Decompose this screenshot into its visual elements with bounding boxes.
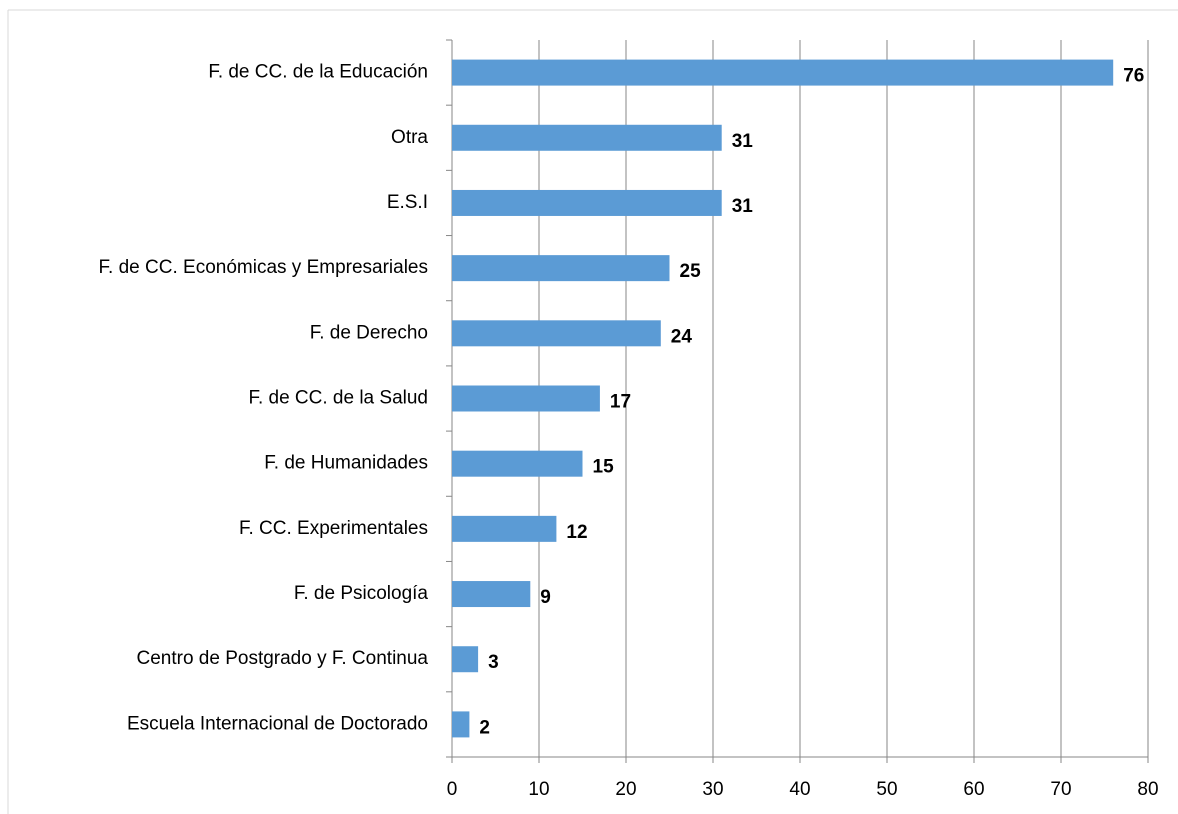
- bar: [452, 124, 722, 151]
- y-tick-label: F. de Derecho: [310, 322, 428, 343]
- y-tick-label: F. de CC. de la Salud: [248, 388, 428, 409]
- bar: [452, 515, 557, 542]
- bar: [452, 255, 670, 282]
- bar: [452, 646, 479, 673]
- y-tick-label: Centro de Postgrado y F. Continua: [136, 648, 428, 669]
- y-tick-label: E.S.I: [387, 192, 428, 213]
- value-label: 12: [566, 522, 587, 543]
- y-tick-label: Escuela Internacional de Doctorado: [127, 713, 428, 734]
- bar: [452, 189, 722, 216]
- value-label: 15: [593, 457, 615, 478]
- value-label: 31: [732, 131, 754, 152]
- x-tick-label: 0: [447, 779, 458, 800]
- y-tick-label: F. de CC. de la Educación: [208, 62, 428, 83]
- x-tick-label: 30: [702, 779, 723, 800]
- bar: [452, 450, 583, 477]
- bar: [452, 320, 661, 347]
- value-label: 76: [1123, 66, 1144, 87]
- value-label: 25: [680, 261, 702, 282]
- bar: [452, 711, 470, 738]
- value-label: 2: [479, 717, 490, 738]
- value-label: 31: [732, 196, 754, 217]
- y-tick-label: F. de Psicología: [294, 583, 429, 604]
- x-tick-label: 50: [876, 779, 897, 800]
- y-tick-label: F. de CC. Económicas y Empresariales: [99, 257, 428, 278]
- y-tick-label: F. CC. Experimentales: [239, 518, 428, 539]
- x-tick-label: 70: [1050, 779, 1071, 800]
- x-tick-label: 20: [615, 779, 636, 800]
- y-tick-label: Otra: [391, 127, 428, 148]
- bar: [452, 581, 531, 608]
- bar: [452, 59, 1114, 86]
- x-tick-label: 10: [528, 779, 549, 800]
- x-tick-label: 80: [1137, 779, 1158, 800]
- value-label: 3: [488, 652, 499, 673]
- value-label: 9: [540, 587, 551, 608]
- x-tick-label: 60: [963, 779, 984, 800]
- x-tick-label: 40: [789, 779, 810, 800]
- value-label: 17: [610, 392, 631, 413]
- y-tick-label: F. de Humanidades: [264, 453, 428, 474]
- value-label: 24: [671, 326, 693, 347]
- bar: [452, 385, 600, 412]
